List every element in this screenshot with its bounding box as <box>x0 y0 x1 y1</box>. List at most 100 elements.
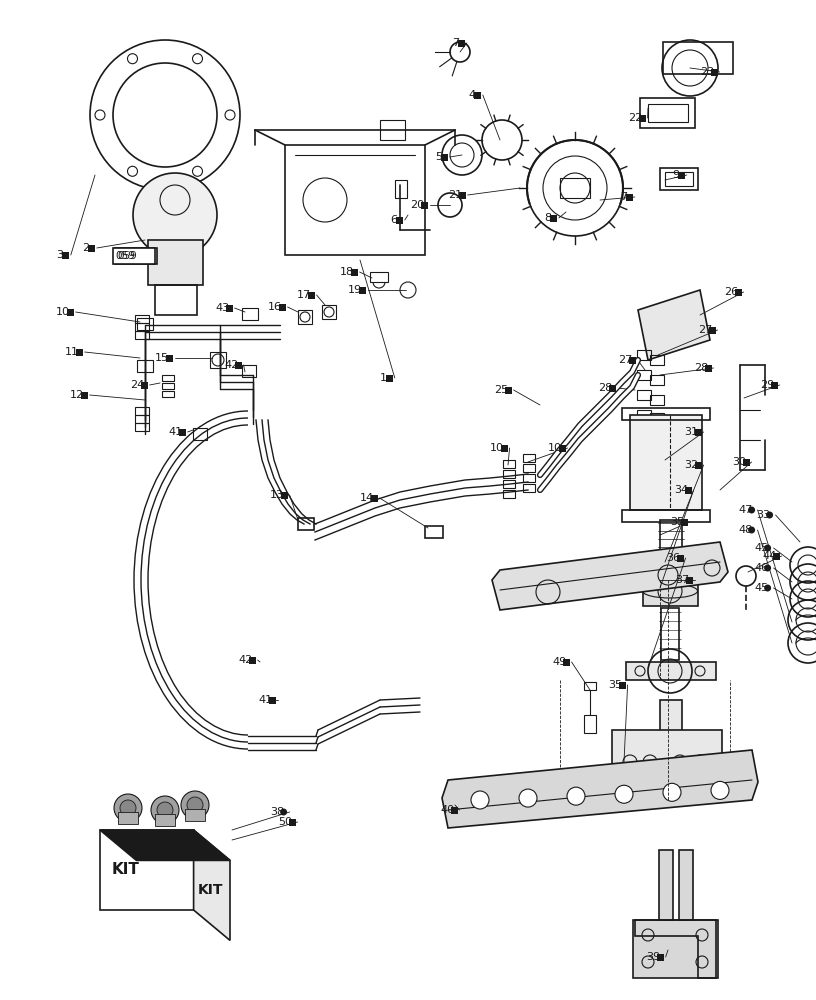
Bar <box>639 114 645 121</box>
Text: 34: 34 <box>674 485 688 495</box>
Text: 3: 3 <box>56 250 63 260</box>
Bar <box>62 251 69 258</box>
Bar <box>155 814 175 826</box>
Bar <box>298 310 312 324</box>
Circle shape <box>748 506 755 514</box>
Bar <box>113 248 155 264</box>
Circle shape <box>280 808 287 816</box>
Bar <box>115 248 157 264</box>
Polygon shape <box>193 830 230 940</box>
Text: 37: 37 <box>675 575 690 585</box>
Bar <box>503 460 515 468</box>
Bar <box>657 954 663 960</box>
Bar <box>166 355 173 361</box>
Bar <box>650 413 664 423</box>
Bar <box>661 608 679 660</box>
Text: 7: 7 <box>452 38 459 48</box>
Text: 48: 48 <box>738 525 752 535</box>
Bar <box>679 850 693 920</box>
Bar <box>210 352 226 368</box>
Text: 32: 32 <box>684 460 698 470</box>
Bar <box>523 474 535 482</box>
Circle shape <box>181 791 209 819</box>
Bar <box>289 818 295 826</box>
Bar <box>140 381 148 388</box>
Text: 1: 1 <box>380 373 387 383</box>
Text: 42: 42 <box>238 655 252 665</box>
Bar <box>395 180 407 198</box>
Bar <box>626 662 716 680</box>
Bar <box>560 178 590 198</box>
Bar <box>193 428 207 440</box>
Bar <box>584 715 596 733</box>
Circle shape <box>711 781 729 799</box>
Bar <box>459 192 466 198</box>
Polygon shape <box>100 830 230 860</box>
Bar <box>550 215 557 222</box>
Circle shape <box>766 512 773 518</box>
Bar <box>685 487 692 493</box>
Bar <box>654 556 688 570</box>
Text: 14: 14 <box>360 493 374 503</box>
Bar <box>660 168 698 190</box>
Bar <box>609 384 615 391</box>
Bar <box>179 428 185 436</box>
Text: 43: 43 <box>215 303 229 313</box>
Circle shape <box>764 584 771 591</box>
Bar <box>81 391 87 398</box>
Circle shape <box>133 173 217 257</box>
Bar <box>523 484 535 492</box>
Circle shape <box>663 783 681 801</box>
Bar <box>425 526 443 538</box>
Bar <box>660 700 682 772</box>
Text: 10: 10 <box>56 307 70 317</box>
Bar <box>242 308 258 320</box>
Bar <box>88 244 95 251</box>
Bar <box>137 360 153 372</box>
Bar <box>225 304 233 312</box>
Bar <box>711 68 717 76</box>
Text: 25: 25 <box>494 385 508 395</box>
Bar <box>637 410 651 420</box>
Bar <box>162 391 174 397</box>
Bar <box>523 454 535 462</box>
Bar <box>681 518 688 526</box>
Bar <box>396 217 403 224</box>
Text: 22: 22 <box>628 113 642 123</box>
Text: 24: 24 <box>130 380 144 390</box>
Text: 41: 41 <box>168 427 182 437</box>
Bar <box>137 318 153 330</box>
Text: 40: 40 <box>440 805 455 815</box>
Circle shape <box>114 794 142 822</box>
Bar <box>380 120 405 140</box>
Text: 31: 31 <box>684 427 698 437</box>
Text: 27: 27 <box>618 355 632 365</box>
Text: 27: 27 <box>698 325 712 335</box>
Text: 12: 12 <box>70 390 84 400</box>
Text: KIT: KIT <box>197 883 223 897</box>
Circle shape <box>764 564 771 572</box>
Bar <box>633 920 718 978</box>
Bar <box>242 365 256 377</box>
Text: 44: 44 <box>762 551 776 561</box>
Bar <box>162 375 174 381</box>
Bar <box>650 395 664 405</box>
Bar <box>386 374 392 381</box>
Bar <box>630 415 702 510</box>
Bar <box>773 552 779 560</box>
Text: 8: 8 <box>544 213 551 223</box>
Bar <box>503 480 515 488</box>
Text: 20: 20 <box>410 200 424 210</box>
Text: 46: 46 <box>754 563 768 573</box>
Bar <box>665 172 693 186</box>
Text: 16: 16 <box>268 302 282 312</box>
Bar <box>708 326 716 334</box>
Text: 9: 9 <box>672 170 679 180</box>
Bar <box>503 490 515 498</box>
Bar <box>235 361 242 368</box>
Bar <box>135 407 149 415</box>
Text: 10: 10 <box>548 443 562 453</box>
Text: 15: 15 <box>155 353 169 363</box>
Text: 059: 059 <box>115 251 135 261</box>
Text: 38: 38 <box>270 807 284 817</box>
